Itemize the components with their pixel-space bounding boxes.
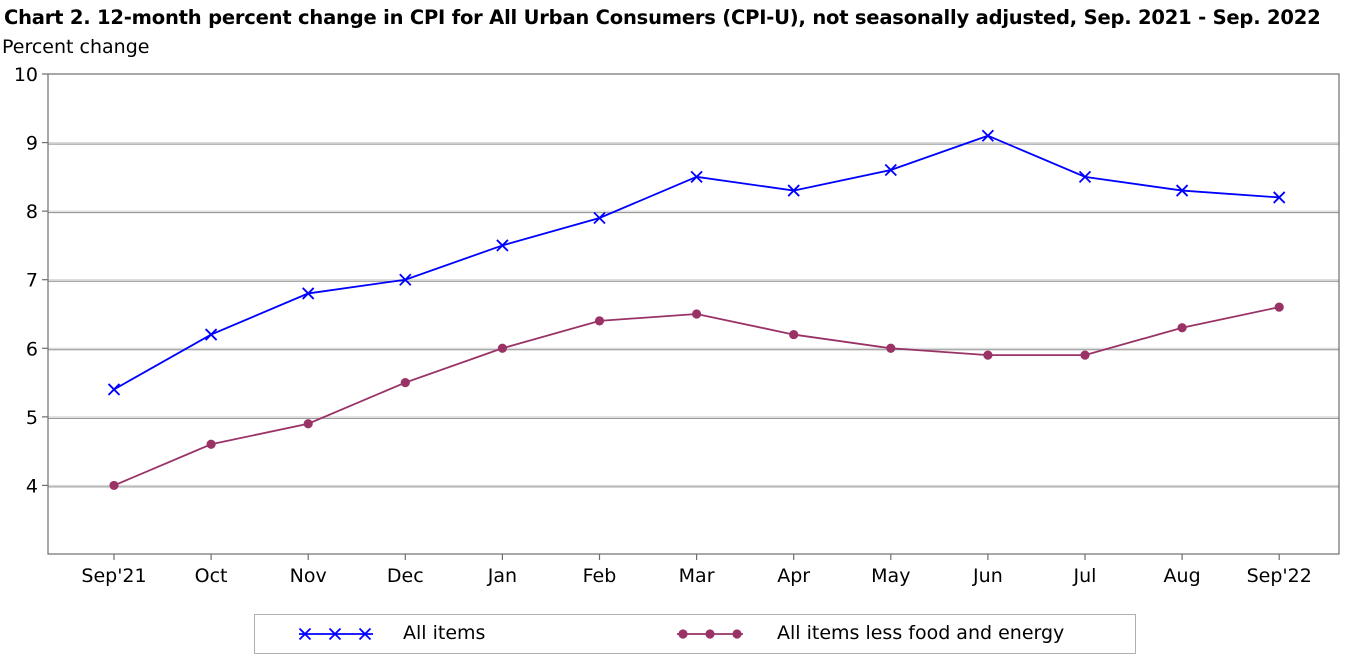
x-tick-label: Jun [972, 565, 1003, 587]
data-point-all-items [1273, 191, 1286, 204]
data-point-all-items [1078, 170, 1092, 183]
y-tick-label: 4 [26, 475, 38, 497]
x-tick-label: Feb [583, 565, 617, 587]
data-point-all-items [302, 287, 315, 300]
data-point-all-items-stroke-b [690, 170, 703, 183]
data-point-all-items-stroke-b [981, 129, 995, 142]
x-tick-label: Aug [1164, 565, 1201, 587]
data-point-core [1177, 323, 1187, 333]
data-point-all-items-stroke-b [1175, 184, 1189, 197]
data-point-all-items-stroke-b [204, 328, 218, 341]
data-point-core [206, 439, 216, 449]
data-point-core [983, 350, 993, 360]
data-point-all-items-stroke-b [302, 287, 315, 300]
legend: All items All items less food and energy [254, 614, 1136, 654]
x-axis: Sep'21 Oct Nov Dec Jan Feb Mar Apr May Jun Jul Aug S… [81, 554, 1312, 587]
legend-marker-all-items-stroke-b [328, 627, 342, 641]
data-point-core [594, 316, 605, 326]
legend-marker-core [732, 629, 742, 639]
x-tick-label: Nov [290, 565, 327, 587]
legend-symbols [298, 627, 743, 641]
data-point-all-items-stroke-b [593, 211, 606, 225]
data-point-all-items [204, 328, 218, 341]
legend-marker-all-items-stroke-b [298, 627, 312, 641]
data-point-all-items-stroke-b [1078, 170, 1092, 183]
y-tick-label: 10 [14, 64, 38, 86]
y-axis: 4 5 6 7 8 9 10 [14, 64, 48, 497]
gridlines [48, 142, 1339, 488]
y-tick-label: 8 [26, 201, 38, 223]
series-layer [107, 129, 1286, 491]
data-point-core [789, 329, 799, 340]
data-point-core [1080, 350, 1090, 360]
plot-area [47, 73, 1340, 555]
data-point-core [109, 480, 119, 491]
legend-marker-core [678, 629, 688, 639]
data-point-core [303, 419, 313, 429]
x-tick-label: Apr [777, 565, 810, 587]
data-point-all-items [593, 211, 606, 225]
data-point-core [1274, 302, 1284, 312]
data-point-all-items [1175, 184, 1189, 197]
y-axis-label: Percent change [2, 36, 150, 58]
legend-marker-all-items [358, 627, 372, 641]
x-tick-label: Sep'21 [81, 565, 146, 587]
data-point-all-items-stroke-b [107, 383, 121, 396]
data-point-all-items [690, 170, 703, 183]
y-tick-label: 7 [26, 270, 38, 292]
x-tick-label: May [871, 565, 910, 587]
y-tick-label: 9 [26, 133, 38, 155]
data-point-core [497, 343, 507, 353]
legend-label-all-items: All items [403, 622, 486, 644]
data-point-core [400, 377, 410, 388]
legend-label-core: All items less food and energy [777, 622, 1065, 644]
data-point-all-items [787, 184, 800, 197]
legend-marker-core [705, 629, 715, 639]
x-tick-label: Jul [1073, 565, 1097, 587]
data-point-all-items-stroke-b [399, 273, 412, 286]
series-line-core [113, 306, 1280, 487]
legend-marker-all-items [328, 627, 342, 641]
data-point-all-items-stroke-b [884, 163, 897, 177]
chart-title: Chart 2. 12-month percent change in CPI … [4, 6, 1321, 29]
y-tick-label: 6 [26, 338, 38, 360]
legend-marker-all-items [298, 627, 312, 641]
data-point-core [692, 309, 702, 319]
data-point-all-items [496, 239, 509, 252]
y-tick-label: 5 [26, 407, 38, 429]
data-point-all-items-stroke-b [496, 239, 509, 252]
x-tick-label: Jan [487, 565, 517, 587]
series-line-all-items [113, 134, 1280, 391]
data-point-all-items-stroke-b [787, 184, 800, 197]
data-point-core [886, 343, 896, 353]
x-tick-label: Dec [387, 565, 424, 587]
data-point-all-items [107, 383, 121, 396]
x-tick-label: Oct [195, 565, 228, 587]
x-tick-label: Mar [679, 565, 715, 587]
x-tick-label: Sep'22 [1247, 565, 1312, 587]
data-point-all-items-stroke-b [1273, 191, 1286, 204]
data-point-all-items [884, 163, 897, 177]
data-point-all-items [981, 129, 995, 142]
data-point-all-items [399, 273, 412, 286]
legend-marker-all-items-stroke-b [358, 627, 372, 641]
